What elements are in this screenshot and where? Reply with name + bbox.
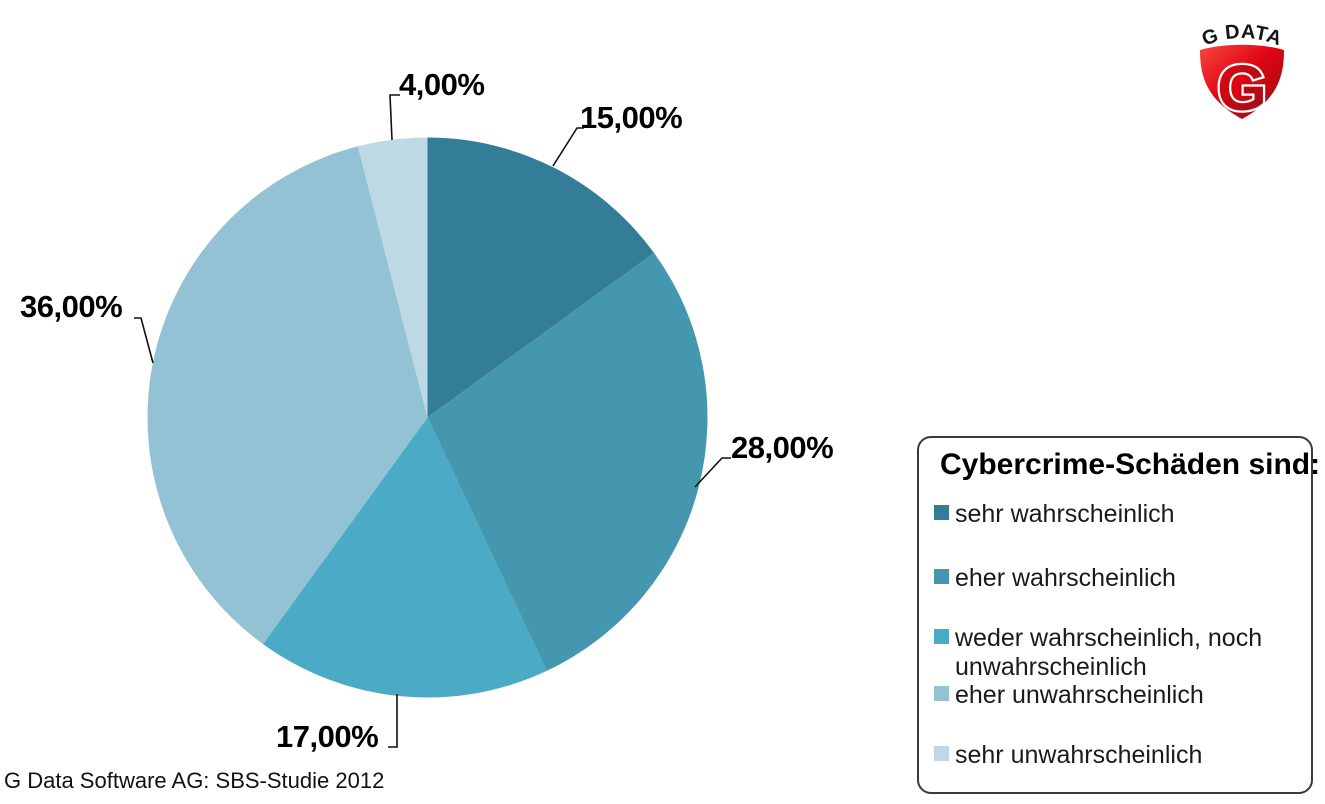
legend-title: Cybercrime-Schäden sind: — [940, 448, 1321, 481]
legend-label-weder-wahrscheinlich: weder wahrscheinlich, noch unwahrscheinl… — [955, 624, 1263, 681]
legend-swatch-weder-wahrscheinlich — [934, 629, 949, 644]
pie-slice-0 — [427, 137, 655, 418]
slice-label-weder-wahrscheinlich: 17,00% — [276, 719, 379, 754]
source-text: G Data Software AG: SBS-Studie 2012 — [4, 768, 385, 793]
legend: Cybercrime-Schäden sind: sehr wahrschein… — [917, 436, 1320, 794]
callout-line-weder-wahrscheinlich — [388, 694, 398, 748]
slice-label-eher-wahrscheinlich: 28,00% — [731, 430, 834, 465]
pie-slice-4 — [357, 137, 428, 418]
legend-swatch-eher-unwahrscheinlich — [934, 686, 949, 701]
slice-label-sehr-wahrscheinlich: 15,00% — [580, 100, 683, 135]
slice-label-eher-unwahrscheinlich: 36,00% — [20, 289, 123, 324]
callout-line-eher-wahrscheinlich — [694, 457, 731, 488]
legend-label-eher-wahrscheinlich: eher wahrscheinlich — [955, 564, 1176, 592]
logo-shield-letter: G — [1217, 52, 1267, 124]
callout-line-eher-unwahrscheinlich — [134, 317, 154, 364]
pie-slice-2 — [262, 417, 547, 698]
legend-swatch-sehr-unwahrscheinlich — [934, 746, 949, 761]
callout-line-sehr-unwahrscheinlich — [389, 94, 400, 141]
legend-swatch-sehr-wahrscheinlich — [934, 505, 949, 520]
gdata-logo: G G DATA — [1192, 20, 1292, 127]
slice-label-sehr-unwahrscheinlich: 4,00% — [399, 67, 485, 102]
legend-label-sehr-wahrscheinlich: sehr wahrscheinlich — [955, 500, 1175, 528]
callout-line-sehr-wahrscheinlich — [552, 127, 584, 167]
pie-slice-3 — [147, 146, 428, 645]
callout-lines-group — [134, 94, 731, 748]
legend-label-eher-unwahrscheinlich: eher unwahrscheinlich — [955, 681, 1204, 709]
logo-shield — [1200, 44, 1284, 119]
pie-slice-1 — [427, 252, 708, 671]
legend-swatch-eher-wahrscheinlich — [934, 569, 949, 584]
legend-label-sehr-unwahrscheinlich: sehr unwahrscheinlich — [955, 741, 1203, 769]
pie-slices-group — [147, 137, 708, 698]
gdata-logo-graphic: G G DATA — [1198, 20, 1286, 127]
